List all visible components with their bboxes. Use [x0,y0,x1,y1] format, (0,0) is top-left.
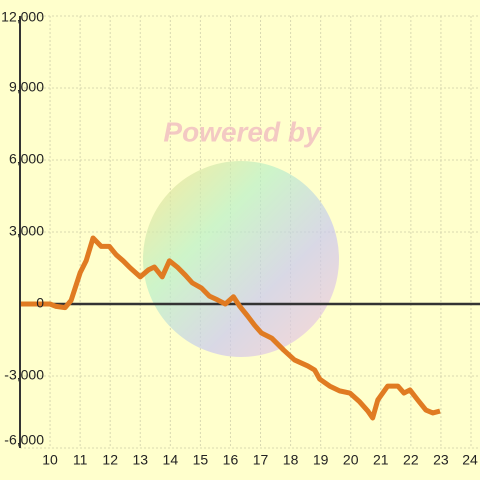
y-tick-label: 3,000 [9,223,44,239]
x-tick-label: 15 [193,452,209,468]
watermark-logo [143,161,339,357]
x-tick-label: 11 [73,452,88,468]
x-tick-label: 14 [163,452,179,468]
x-tick-label: 19 [313,452,329,468]
x-tick-label: 22 [403,452,419,468]
x-tick-label: 17 [253,452,269,468]
line-series [20,235,441,421]
x-tick-label: 20 [343,452,359,468]
y-tick-label: 6,000 [9,151,44,167]
y-tick-label: -6,000 [4,432,44,448]
x-tick-label: 16 [223,452,239,468]
y-tick-label: 0 [36,295,44,311]
y-tick-label: 12,000 [1,9,44,25]
x-tick-label: 12 [102,452,118,468]
x-tick-label: 21 [373,452,389,468]
x-tick-label: 18 [283,452,299,468]
x-tick-label: 23 [433,452,449,468]
x-tick-label: 10 [42,452,58,468]
y-tick-label: -3,000 [4,367,44,383]
y-tick-label: 9,000 [9,79,44,95]
x-tick-label: 13 [132,452,148,468]
watermark: Powered by [163,116,322,147]
plot [20,235,480,421]
x-tick-label: 24 [462,452,478,468]
